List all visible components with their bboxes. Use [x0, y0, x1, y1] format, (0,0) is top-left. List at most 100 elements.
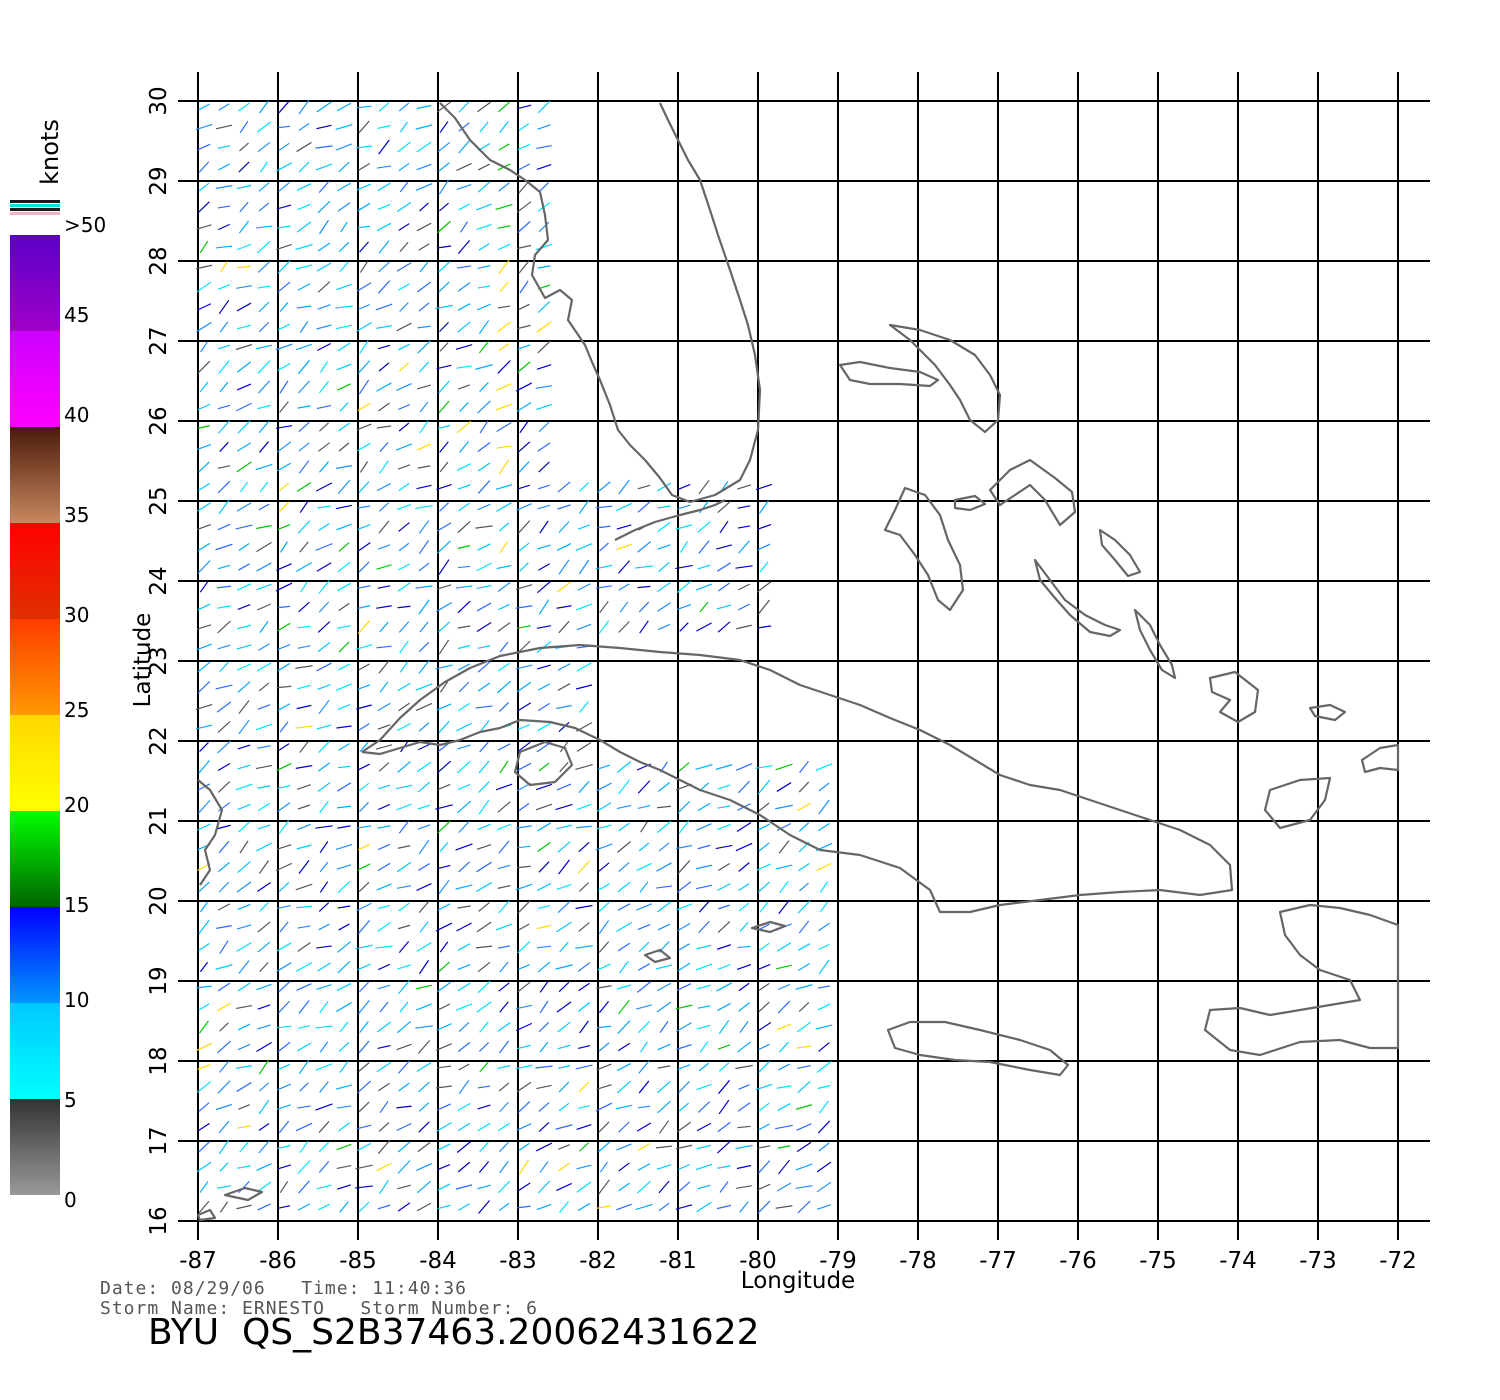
wind-vector — [477, 181, 491, 193]
wind-vector — [319, 800, 329, 814]
wind-vector — [337, 703, 351, 711]
wind-vector — [496, 502, 512, 512]
wind-vector — [258, 643, 270, 651]
wind-vector — [397, 582, 411, 592]
wind-vector — [356, 321, 372, 333]
wind-vector — [477, 980, 491, 994]
wind-vector — [658, 1180, 670, 1194]
wind-vector — [335, 305, 353, 309]
wind-vector — [217, 1002, 231, 1012]
wind-vector — [295, 725, 313, 729]
wind-vector — [276, 1083, 292, 1091]
wind-vector — [455, 344, 473, 350]
wind-vector — [295, 765, 313, 769]
wind-vector — [196, 224, 212, 230]
wind-vector — [717, 805, 731, 809]
wind-vector — [558, 521, 570, 533]
wind-vector — [476, 602, 492, 612]
wind-vector — [477, 823, 491, 831]
wind-vector — [296, 221, 312, 233]
wind-vector — [299, 321, 309, 333]
wind-vector — [575, 904, 593, 910]
wind-vector — [195, 724, 213, 730]
legend-level-label: 0 — [64, 1188, 77, 1212]
wind-vector — [396, 383, 412, 391]
wind-vector — [237, 604, 251, 610]
wind-vector — [417, 824, 431, 830]
wind-vector — [319, 861, 329, 873]
wind-vector — [779, 1041, 789, 1053]
wind-vector — [359, 801, 369, 813]
wind-vector — [418, 520, 430, 534]
wind-vector — [796, 1123, 812, 1131]
wind-vector — [297, 625, 311, 629]
wind-vector — [276, 1025, 292, 1029]
wind-vector — [437, 261, 451, 273]
wind-vector — [259, 961, 269, 973]
coastline-grand-cayman — [643, 948, 672, 964]
wind-vector — [758, 1001, 770, 1013]
wind-vector — [517, 845, 531, 849]
wind-vector — [637, 923, 651, 931]
wind-vector — [459, 401, 469, 413]
wind-vector — [256, 842, 272, 852]
wind-vector — [539, 520, 549, 534]
wind-vector — [256, 1163, 272, 1171]
wind-vector — [357, 542, 371, 552]
wind-vector — [338, 602, 350, 612]
wind-vector — [417, 325, 431, 329]
wind-vector — [437, 1143, 451, 1151]
wind-vector — [476, 621, 492, 633]
wind-vector — [297, 1105, 311, 1109]
wind-vector — [699, 500, 709, 514]
wind-vector — [358, 981, 370, 993]
wind-vector — [377, 585, 391, 589]
wind-vector — [717, 1002, 731, 1012]
wind-vector — [319, 461, 329, 473]
wind-vector — [436, 483, 452, 491]
wind-vector — [398, 902, 410, 912]
wind-vector — [576, 1181, 592, 1193]
wind-vector — [659, 1021, 669, 1033]
wind-vector — [758, 1060, 770, 1074]
wind-vector — [515, 1022, 533, 1032]
wind-vector — [457, 1161, 471, 1173]
wind-vector — [735, 763, 753, 771]
wind-vector — [676, 1044, 692, 1050]
wind-vector — [338, 663, 350, 671]
latitude-tick-label: 22 — [146, 726, 172, 755]
wind-vector — [578, 1081, 590, 1093]
wind-vector — [457, 760, 471, 774]
wind-vector — [459, 221, 469, 233]
wind-vector — [397, 979, 411, 995]
wind-vector — [476, 882, 492, 892]
wind-vector — [498, 603, 510, 611]
wind-vector — [297, 804, 311, 810]
wind-vector — [275, 343, 293, 351]
wind-vector — [220, 261, 228, 273]
wind-vector — [355, 1164, 373, 1170]
wind-vector — [417, 1040, 431, 1054]
wind-vector — [296, 183, 312, 191]
wind-vector — [618, 479, 630, 495]
wind-vector — [439, 941, 449, 953]
wind-vector — [476, 921, 492, 933]
wind-vector — [739, 1201, 749, 1213]
wind-vector — [316, 342, 332, 352]
wind-vector — [318, 523, 330, 531]
wind-vector — [698, 479, 710, 495]
wind-vector — [199, 901, 209, 913]
wind-vector — [616, 922, 632, 932]
wind-vector — [538, 221, 550, 233]
wind-vector — [797, 900, 811, 914]
wind-vector — [557, 504, 571, 510]
wind-vector — [696, 622, 712, 632]
wind-vector — [235, 524, 253, 530]
wind-vector — [456, 420, 472, 434]
wind-vector — [657, 805, 671, 809]
wind-vector — [398, 820, 410, 834]
wind-vector — [319, 1081, 329, 1093]
wind-vector — [596, 1025, 612, 1029]
wind-vector — [557, 663, 571, 671]
wind-vector — [697, 521, 711, 533]
